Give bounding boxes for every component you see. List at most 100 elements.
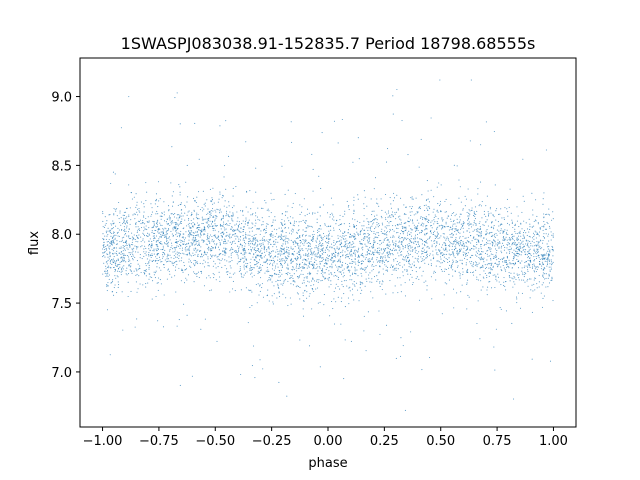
- data-point: [135, 206, 137, 208]
- data-point: [315, 259, 317, 261]
- data-point: [112, 220, 114, 222]
- data-point: [208, 265, 210, 267]
- data-point: [330, 229, 332, 231]
- data-point: [514, 255, 516, 257]
- data-point: [151, 207, 153, 209]
- data-point: [389, 196, 391, 199]
- data-point: [417, 225, 419, 227]
- data-point: [347, 297, 349, 299]
- data-point: [445, 258, 447, 260]
- data-point: [520, 235, 522, 237]
- data-point: [408, 217, 410, 219]
- data-point: [292, 269, 294, 271]
- data-point: [120, 269, 123, 271]
- data-point: [452, 269, 454, 271]
- data-point: [328, 279, 330, 281]
- data-point: [350, 248, 352, 251]
- data-point: [307, 273, 309, 275]
- data-point: [179, 204, 181, 206]
- data-point: [283, 235, 285, 237]
- data-point: [335, 283, 337, 285]
- data-point: [271, 268, 274, 270]
- data-point: [504, 229, 506, 231]
- data-point: [223, 205, 225, 207]
- data-point: [386, 213, 388, 215]
- data-point: [547, 248, 549, 250]
- data-point: [305, 222, 307, 224]
- data-point: [170, 230, 172, 232]
- data-point: [337, 276, 340, 278]
- data-point: [371, 230, 373, 232]
- data-point: [430, 221, 432, 223]
- data-point: [111, 244, 113, 246]
- data-point: [105, 232, 108, 234]
- data-point: [328, 277, 330, 279]
- data-point: [503, 230, 505, 233]
- data-point: [312, 263, 314, 265]
- data-point: [517, 255, 519, 257]
- data-point: [530, 278, 532, 280]
- data-point: [392, 225, 394, 227]
- data-point: [145, 265, 147, 267]
- data-point: [316, 247, 318, 249]
- data-point: [303, 267, 305, 269]
- data-point: [310, 263, 312, 266]
- data-point: [543, 257, 545, 259]
- data-point: [462, 268, 464, 270]
- data-point: [359, 232, 361, 234]
- data-point: [260, 277, 262, 279]
- data-point: [176, 256, 178, 258]
- data-point: [418, 246, 420, 248]
- data-point: [288, 227, 290, 229]
- data-point: [425, 280, 427, 282]
- data-point: [146, 229, 148, 231]
- data-point: [547, 262, 549, 264]
- data-point: [398, 255, 400, 257]
- data-point: [136, 204, 138, 206]
- data-point: [551, 245, 553, 247]
- data-point: [466, 249, 469, 251]
- data-point: [175, 222, 177, 224]
- data-point: [251, 268, 254, 270]
- data-point: [524, 265, 526, 267]
- data-point: [493, 228, 495, 230]
- data-point: [148, 240, 150, 242]
- data-point: [462, 208, 464, 210]
- data-point: [170, 221, 172, 223]
- data-point: [249, 290, 251, 292]
- data-point: [154, 277, 156, 279]
- data-point: [139, 253, 141, 256]
- data-point: [407, 245, 410, 247]
- data-point: [316, 222, 318, 224]
- data-point: [536, 253, 538, 255]
- data-point: [532, 209, 534, 211]
- data-point: [464, 257, 466, 260]
- data-point: [218, 240, 221, 242]
- data-point: [489, 232, 491, 234]
- data-point: [148, 278, 150, 280]
- data-point: [179, 236, 181, 238]
- data-point: [450, 264, 452, 266]
- data-point: [285, 231, 287, 234]
- data-point: [161, 243, 163, 245]
- data-point: [462, 235, 464, 237]
- data-point: [242, 248, 244, 250]
- data-point: [525, 222, 527, 224]
- data-point: [369, 237, 371, 239]
- data-point: [204, 230, 206, 232]
- data-point: [256, 239, 258, 241]
- data-point: [467, 268, 469, 271]
- data-point: [495, 256, 498, 258]
- data-point: [368, 249, 370, 251]
- data-point: [494, 262, 496, 265]
- data-point: [129, 244, 131, 247]
- data-point: [195, 262, 197, 264]
- data-point: [221, 232, 223, 234]
- data-point: [156, 282, 158, 284]
- data-point: [301, 266, 303, 268]
- data-point: [530, 245, 532, 247]
- data-point: [451, 245, 453, 247]
- data-point: [541, 255, 543, 257]
- data-point: [274, 255, 276, 258]
- data-point: [223, 165, 226, 167]
